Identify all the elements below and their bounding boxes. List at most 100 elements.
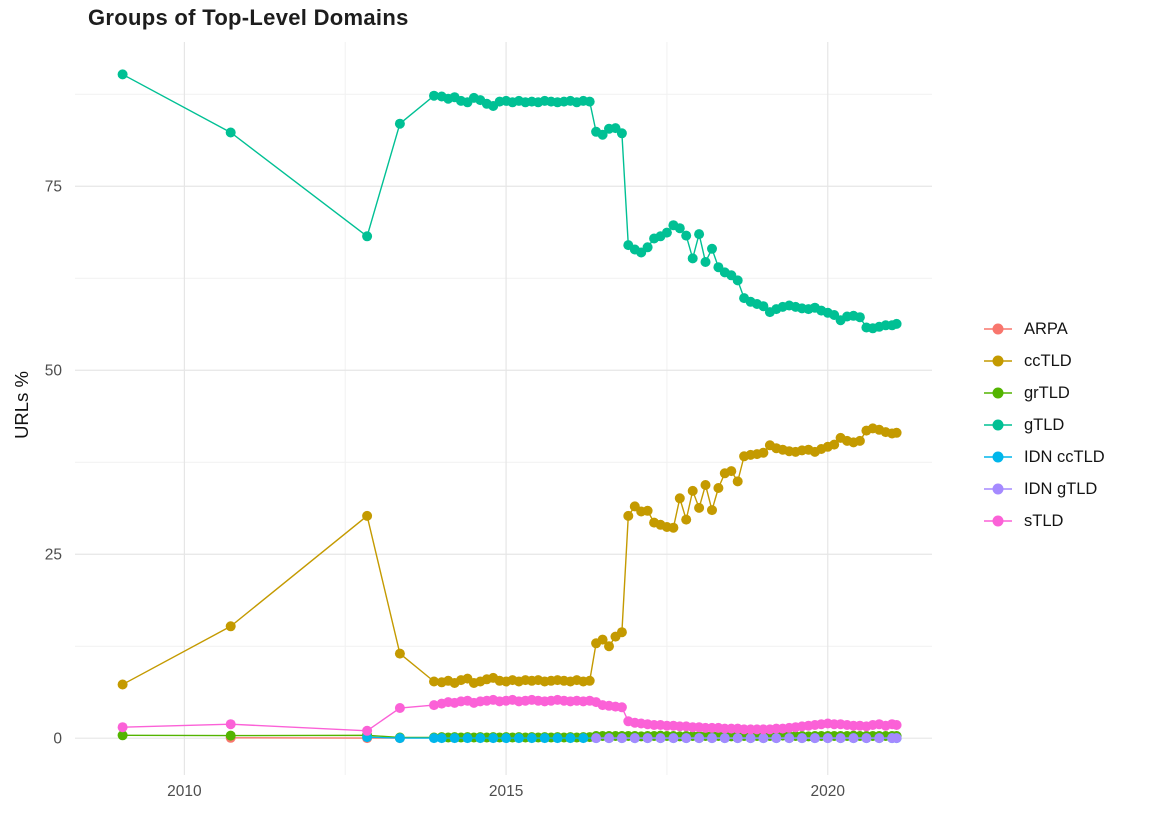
data-point (225, 127, 236, 138)
data-point (681, 230, 692, 241)
data-point (891, 733, 902, 744)
data-point (687, 485, 698, 496)
data-point (642, 733, 653, 744)
data-point (758, 733, 769, 744)
data-point (584, 96, 595, 107)
legend-item-label: grTLD (1024, 383, 1070, 402)
data-point (661, 227, 672, 238)
data-point (681, 733, 692, 744)
data-point (854, 435, 865, 446)
data-point (694, 502, 705, 513)
legend: ARPA ccTLD grTLD gTLD IDN ccTLD (982, 318, 1105, 532)
data-point (681, 514, 692, 525)
data-point (362, 231, 373, 242)
data-point (475, 733, 486, 744)
data-point (642, 242, 653, 253)
legend-item-stld: sTLD (982, 510, 1105, 532)
legend-key-icon (984, 483, 1012, 495)
legend-item-label: ccTLD (1024, 351, 1072, 370)
data-point (668, 522, 679, 533)
data-point (854, 312, 865, 323)
data-point (732, 733, 743, 744)
data-point (797, 733, 807, 744)
legend-item-idn-cctld: IDN ccTLD (982, 446, 1105, 468)
data-point (513, 733, 524, 744)
series-gtld (117, 69, 902, 334)
data-point (436, 733, 447, 744)
data-point (674, 493, 685, 504)
legend-item-label: sTLD (1024, 511, 1064, 530)
data-point (655, 733, 666, 744)
data-point (597, 634, 608, 645)
legend-key-icon (984, 419, 1012, 431)
data-point (629, 733, 640, 744)
data-point (616, 128, 627, 139)
legend-item-label: gTLD (1024, 415, 1065, 434)
data-point (604, 641, 614, 652)
data-point (719, 733, 730, 744)
data-point (117, 730, 128, 741)
data-point (700, 257, 711, 267)
data-point (784, 733, 795, 744)
legend-item-gtld: gTLD (982, 414, 1105, 436)
data-point (501, 733, 512, 744)
data-point (891, 318, 902, 329)
legend-key-icon (984, 387, 1012, 399)
data-point (616, 627, 627, 638)
data-point (429, 90, 439, 101)
x-tick-label: 2020 (811, 783, 846, 800)
data-point (225, 730, 236, 741)
x-tick-label: 2015 (489, 783, 523, 800)
data-point (117, 722, 128, 733)
data-point (707, 733, 717, 744)
data-point (362, 510, 373, 521)
data-point (429, 676, 439, 687)
data-point (449, 733, 460, 744)
legend-item-arpa: ARPA (982, 318, 1105, 340)
legend-item-label: IDN gTLD (1024, 479, 1098, 498)
data-point (745, 733, 756, 744)
data-point (429, 733, 439, 744)
data-point (771, 733, 782, 744)
data-point (758, 301, 769, 312)
data-point (362, 725, 373, 736)
data-point (861, 733, 872, 744)
data-point (713, 483, 724, 493)
data-point (604, 733, 614, 744)
data-point (668, 733, 679, 744)
data-point (394, 733, 405, 744)
data-point (117, 679, 128, 690)
y-tick-label: 75 (45, 179, 62, 196)
data-point (694, 733, 705, 744)
data-point (539, 733, 550, 744)
chart-title: Groups of Top-Level Domains (88, 5, 409, 30)
y-tick-label: 50 (45, 363, 63, 380)
data-point (394, 118, 405, 129)
data-point (225, 719, 236, 730)
data-point (822, 733, 833, 744)
legend-item-label: IDN ccTLD (1024, 447, 1105, 466)
data-point (674, 223, 685, 234)
legend-item-idn-gtld: IDN gTLD (982, 478, 1105, 500)
data-point (687, 253, 698, 264)
data-point (874, 733, 885, 744)
data-point (726, 466, 737, 477)
data-point (700, 480, 711, 490)
data-point (623, 510, 634, 521)
data-point (584, 675, 595, 686)
data-point (707, 505, 717, 516)
data-point (732, 275, 743, 286)
legend-item-cctld: ccTLD (982, 350, 1105, 372)
data-point (394, 703, 405, 713)
legend-key-icon (984, 451, 1012, 463)
legend-key-icon (984, 323, 1012, 335)
data-point (552, 733, 563, 744)
series-idn-gtld (591, 733, 902, 744)
legend-item-grtld: grTLD (982, 382, 1105, 404)
data-point (526, 733, 537, 744)
data-point (394, 648, 405, 659)
legend-key-icon (984, 515, 1012, 527)
data-point (809, 733, 820, 744)
